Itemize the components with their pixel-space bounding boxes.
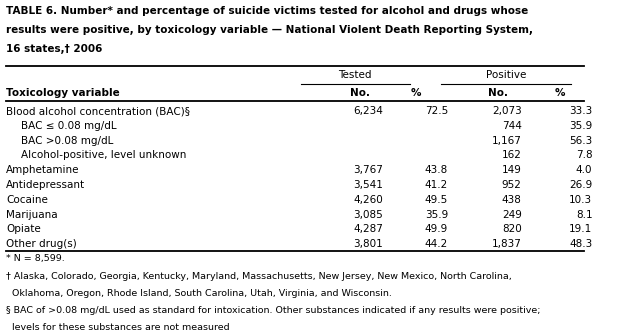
Text: 952: 952 (502, 180, 522, 190)
Text: 10.3: 10.3 (569, 195, 592, 205)
Text: Oklahoma, Oregon, Rhode Island, South Carolina, Utah, Virginia, and Wisconsin.: Oklahoma, Oregon, Rhode Island, South Ca… (6, 289, 392, 297)
Text: No.: No. (350, 88, 370, 98)
Text: 438: 438 (502, 195, 522, 205)
Text: 162: 162 (502, 150, 522, 160)
Text: levels for these substances are not measured: levels for these substances are not meas… (6, 323, 230, 332)
Text: Marijuana: Marijuana (6, 209, 57, 219)
Text: Blood alcohol concentration (BAC)§: Blood alcohol concentration (BAC)§ (6, 106, 190, 116)
Text: 43.8: 43.8 (425, 165, 448, 175)
Text: 3,541: 3,541 (353, 180, 383, 190)
Text: 19.1: 19.1 (569, 224, 592, 234)
Text: 7.8: 7.8 (576, 150, 592, 160)
Text: 4,260: 4,260 (354, 195, 383, 205)
Text: 16 states,† 2006: 16 states,† 2006 (6, 43, 102, 53)
Text: BAC >0.08 mg/dL: BAC >0.08 mg/dL (20, 136, 113, 146)
Text: 56.3: 56.3 (569, 136, 592, 146)
Text: 2,073: 2,073 (492, 106, 522, 116)
Text: * N = 8,599.: * N = 8,599. (6, 255, 65, 264)
Text: BAC ≤ 0.08 mg/dL: BAC ≤ 0.08 mg/dL (20, 121, 116, 131)
Text: Amphetamine: Amphetamine (6, 165, 80, 175)
Text: 3,801: 3,801 (354, 239, 383, 249)
Text: 3,767: 3,767 (353, 165, 383, 175)
Text: 49.9: 49.9 (425, 224, 448, 234)
Text: Other drug(s): Other drug(s) (6, 239, 77, 249)
Text: No.: No. (488, 88, 508, 98)
Text: 33.3: 33.3 (569, 106, 592, 116)
Text: 4.0: 4.0 (576, 165, 592, 175)
Text: 49.5: 49.5 (425, 195, 448, 205)
Text: Positive: Positive (485, 70, 526, 80)
Text: 149: 149 (502, 165, 522, 175)
Text: %: % (555, 88, 565, 98)
Text: Antidepressant: Antidepressant (6, 180, 85, 190)
Text: 44.2: 44.2 (425, 239, 448, 249)
Text: results were positive, by toxicology variable — National Violent Death Reporting: results were positive, by toxicology var… (6, 25, 533, 35)
Text: Alcohol-positive, level unknown: Alcohol-positive, level unknown (20, 150, 186, 160)
Text: 820: 820 (502, 224, 522, 234)
Text: § BAC of >0.08 mg/dL used as standard for intoxication. Other substances indicat: § BAC of >0.08 mg/dL used as standard fo… (6, 306, 541, 315)
Text: 41.2: 41.2 (425, 180, 448, 190)
Text: 26.9: 26.9 (569, 180, 592, 190)
Text: Toxicology variable: Toxicology variable (6, 88, 120, 98)
Text: 744: 744 (502, 121, 522, 131)
Text: 35.9: 35.9 (425, 209, 448, 219)
Text: 1,167: 1,167 (492, 136, 522, 146)
Text: 8.1: 8.1 (576, 209, 592, 219)
Text: 249: 249 (502, 209, 522, 219)
Text: 1,837: 1,837 (492, 239, 522, 249)
Text: Opiate: Opiate (6, 224, 41, 234)
Text: 6,234: 6,234 (353, 106, 383, 116)
Text: Tested: Tested (338, 70, 372, 80)
Text: † Alaska, Colorado, Georgia, Kentucky, Maryland, Massachusetts, New Jersey, New : † Alaska, Colorado, Georgia, Kentucky, M… (6, 272, 511, 281)
Text: 48.3: 48.3 (569, 239, 592, 249)
Text: TABLE 6. Number* and percentage of suicide victims tested for alcohol and drugs : TABLE 6. Number* and percentage of suici… (6, 6, 528, 16)
Text: 3,085: 3,085 (354, 209, 383, 219)
Text: 72.5: 72.5 (425, 106, 448, 116)
Text: %: % (410, 88, 421, 98)
Text: 35.9: 35.9 (569, 121, 592, 131)
Text: 4,287: 4,287 (353, 224, 383, 234)
Text: Cocaine: Cocaine (6, 195, 48, 205)
